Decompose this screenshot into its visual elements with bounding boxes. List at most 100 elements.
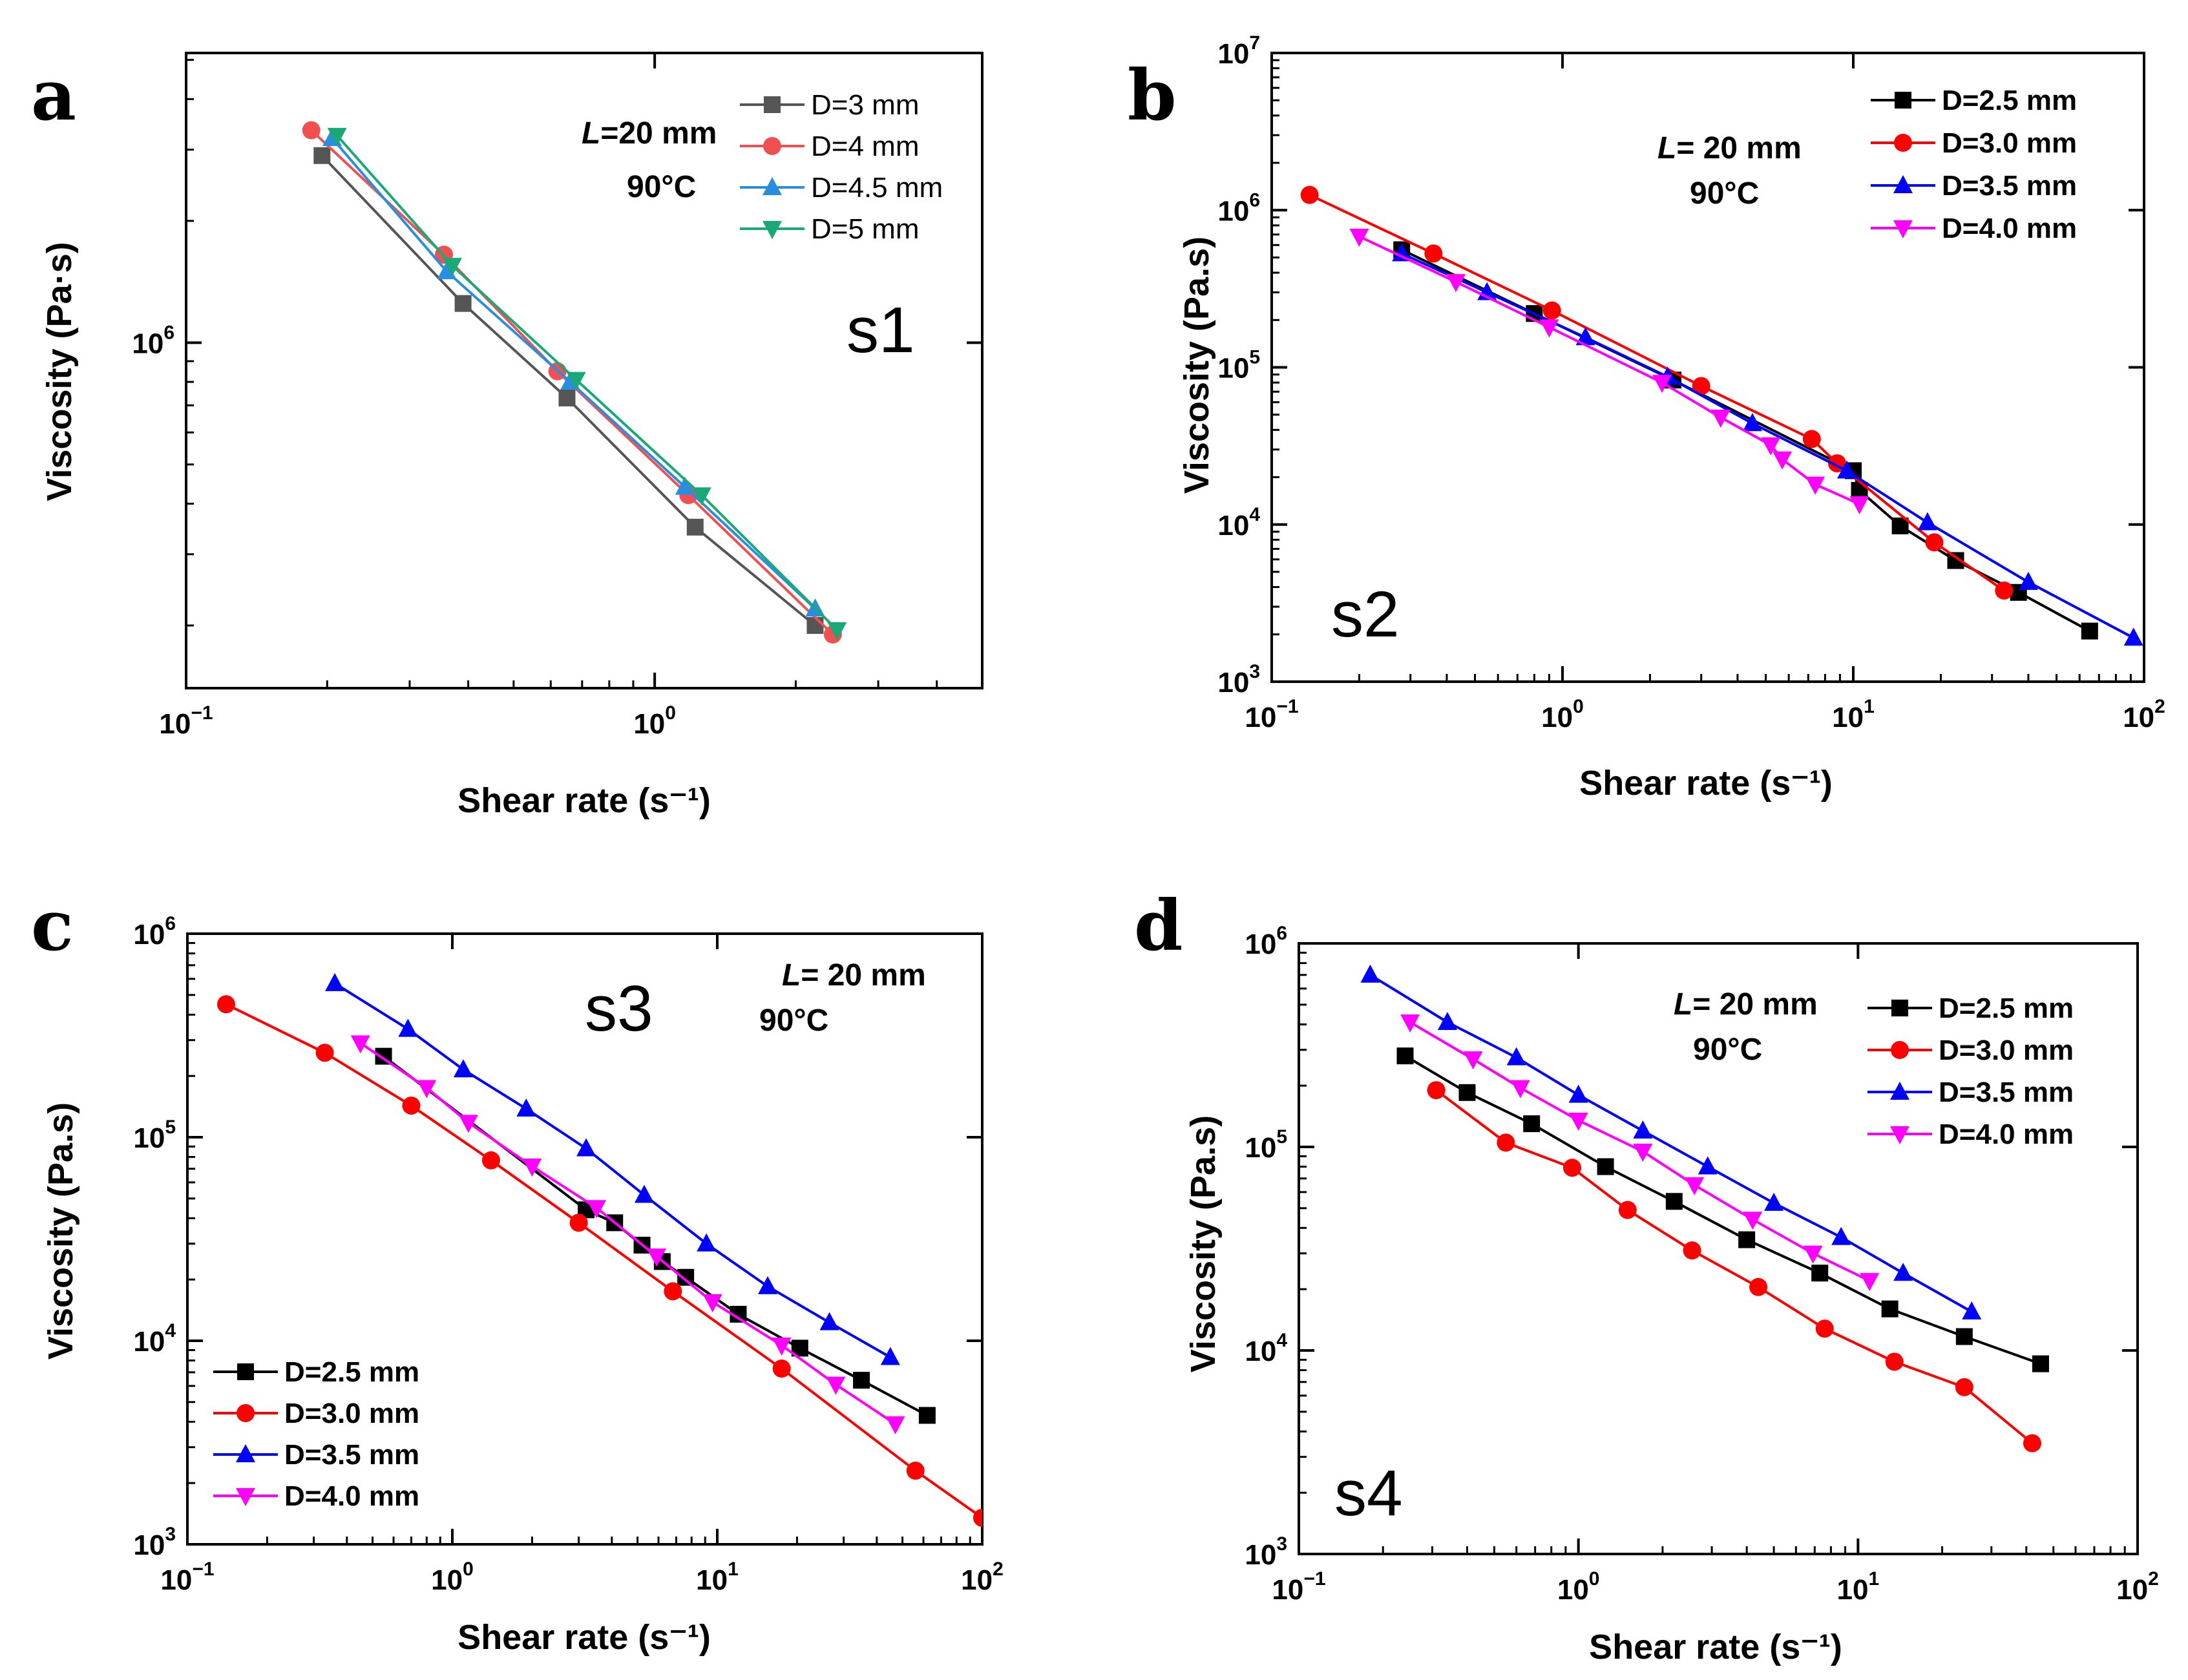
legend-marker (237, 1404, 255, 1422)
panel-a: a 10−1 100 106 Shear rate (s⁻¹) Viscosity (Pa… (31, 52, 984, 820)
x-axis-label: Shear rate (s⁻¹) (458, 781, 711, 820)
temperature-annotation: 90°C (1693, 1033, 1762, 1067)
data-point (481, 1151, 500, 1170)
data-point (1683, 1241, 1701, 1260)
data-point (1497, 1133, 1515, 1152)
legend-marker (1891, 1041, 1909, 1059)
x-axis-label: Shear rate (s⁻¹) (1589, 1628, 1842, 1666)
legend-label: D=4 mm (811, 131, 919, 162)
data-point (2081, 622, 2098, 640)
data-point (697, 1233, 717, 1252)
data-point (634, 1184, 654, 1203)
series-d3.5mm (1360, 964, 1982, 1320)
data-point (1618, 1201, 1637, 1219)
x-tick-label: 100 (431, 1559, 474, 1596)
series-line (1435, 1089, 2034, 1445)
data-point (1802, 430, 1821, 448)
series-line (359, 1042, 896, 1425)
x-axis-label: Shear rate (s⁻¹) (1579, 764, 1833, 803)
legend-label: D=5 mm (811, 213, 919, 245)
x-tick-label: 101 (696, 1559, 739, 1596)
x-tick-label: 102 (2123, 696, 2165, 733)
length-annotation: L= 20 mm (782, 958, 926, 992)
series-d3.0mm (1427, 1081, 2041, 1453)
data-point (906, 1462, 925, 1480)
data-point (302, 121, 321, 140)
data-point (758, 1276, 778, 1294)
data-point (1539, 319, 1559, 338)
legend-marker (1890, 1126, 1909, 1144)
data-point (702, 1294, 722, 1313)
legend-label: D=4.0 mm (284, 1480, 419, 1512)
temperature-annotation: 90°C (1690, 176, 1759, 211)
series-d2.5mm (375, 1047, 936, 1424)
sample-label: s3 (585, 972, 653, 1045)
data-point (458, 1115, 478, 1133)
x-tick-label: 100 (633, 702, 676, 740)
data-point (1506, 1047, 1526, 1066)
data-point (1962, 1301, 1982, 1320)
series-d4.0mm (350, 1035, 905, 1434)
data-point (1803, 1245, 1823, 1264)
y-tick-label: 104 (1245, 1330, 1287, 1367)
data-point (1633, 1120, 1653, 1139)
data-point (216, 995, 235, 1014)
data-point (1925, 533, 1944, 552)
y-tick-label: 106 (132, 322, 174, 359)
data-point (1424, 244, 1443, 263)
y-tick-label: 103 (133, 1524, 176, 1561)
data-point (2018, 571, 2038, 590)
data-point (453, 1059, 473, 1078)
series-d5mm (327, 127, 847, 640)
data-point (1955, 1378, 1973, 1396)
x-tick-label: 102 (961, 1559, 1004, 1596)
data-point (558, 389, 576, 406)
plot-area (302, 121, 847, 644)
plot-area (216, 972, 982, 1527)
data-point (826, 1376, 846, 1395)
legend-marker (763, 177, 782, 195)
data-point (853, 1372, 870, 1389)
panel-letter: d (1134, 885, 1183, 967)
data-point (686, 518, 704, 536)
data-point (1742, 413, 1762, 432)
series-line (383, 1055, 928, 1417)
data-point (1764, 1192, 1784, 1211)
data-point (1597, 1158, 1614, 1175)
data-point (1710, 410, 1730, 428)
legend-label: D=3.5 mm (1939, 1076, 2074, 1108)
length-annotation: L= 20 mm (1674, 987, 1818, 1022)
legend-label: D=2.5 mm (284, 1356, 419, 1388)
data-point (1427, 1081, 1446, 1100)
legend-label: D=4.0 mm (1939, 1118, 2074, 1150)
series-d2.5mm (1393, 241, 2098, 640)
temperature-annotation: 90°C (759, 1003, 828, 1038)
series-d3.5mm (325, 972, 900, 1365)
legend: D=2.5 mm D=3.0 mm D=3.5 mm D=4.0 mm (1867, 992, 2074, 1150)
data-point (880, 1347, 900, 1365)
data-point (1772, 451, 1793, 470)
data-point (1836, 460, 1857, 479)
plot-area (1300, 185, 2143, 646)
data-point (327, 127, 347, 146)
data-point (315, 1044, 334, 1062)
legend-label: D=4.5 mm (811, 172, 943, 204)
series-d3.0mm (216, 995, 982, 1527)
legend-marker (763, 221, 782, 239)
data-point (2032, 1355, 2049, 1372)
panel-d: d 10−1 100 101 102 103 104 105 106 Shear rate (s⁻… (1134, 885, 2159, 1666)
data-point (587, 1200, 607, 1219)
plot-frame (185, 52, 984, 689)
x-tick-label: 10−1 (1245, 696, 1298, 733)
plot-frame (186, 932, 984, 1546)
data-point (1446, 274, 1466, 293)
data-point (677, 1268, 695, 1286)
series-d4.0mm (1349, 228, 1869, 515)
panel-b: b 10−1 100 101 102 103 104 105 106 107 Shear rate … (1128, 32, 2165, 803)
legend-marker (1890, 1082, 1909, 1100)
legend-label: D=3.0 mm (1942, 127, 2077, 159)
legend-label: D=4.0 mm (1942, 213, 2077, 244)
data-point (1738, 1231, 1756, 1248)
legend-label: D=3 mm (811, 89, 919, 121)
length-annotation: L= 20 mm (1657, 131, 1802, 165)
